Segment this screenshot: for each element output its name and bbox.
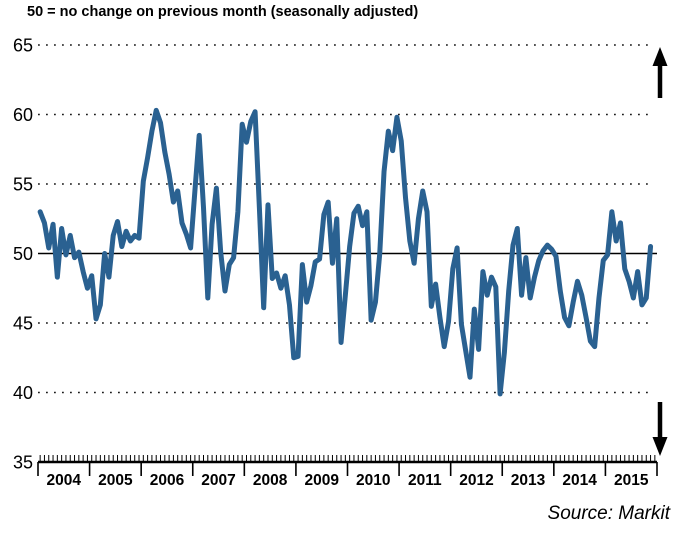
y-tick-label: 65 — [13, 36, 33, 56]
year-label: 2010 — [356, 472, 390, 489]
year-label: 2004 — [47, 472, 82, 489]
year-label: 2014 — [562, 472, 597, 489]
improvement-up-arrow-icon — [652, 47, 668, 98]
chart-subtitle: 50 = no change on previous month (season… — [27, 4, 419, 20]
year-label: 2015 — [614, 472, 649, 489]
year-label: 2008 — [253, 472, 288, 489]
y-tick-label: 55 — [13, 175, 33, 195]
year-label: 2006 — [150, 472, 185, 489]
y-tick-label: 60 — [13, 105, 33, 125]
source-credit: Source: Markit — [547, 503, 670, 524]
year-label: 2012 — [459, 472, 493, 489]
year-label: 2013 — [511, 472, 546, 489]
year-label: 2005 — [98, 472, 133, 489]
y-tick-label: 35 — [13, 453, 33, 473]
year-label: 2011 — [408, 472, 442, 489]
y-tick-label: 45 — [13, 314, 33, 334]
year-label: 2009 — [304, 472, 339, 489]
y-tick-label: 40 — [13, 383, 33, 403]
pmi-series-line — [37, 107, 654, 397]
deterioration-down-arrow-icon — [652, 402, 668, 456]
y-tick-label: 50 — [13, 244, 33, 264]
year-label: 2007 — [201, 472, 235, 489]
